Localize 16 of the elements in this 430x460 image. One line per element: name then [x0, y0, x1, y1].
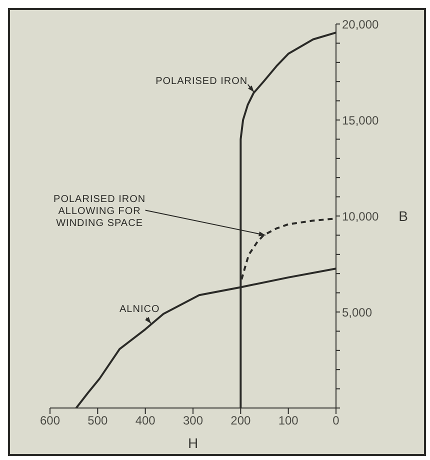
x-tick-label: 300: [182, 414, 204, 428]
y-tick-label: 20,000: [342, 17, 380, 32]
x-tick-label: 0: [332, 414, 340, 428]
x-axis-title: H: [188, 435, 198, 451]
x-tick-label: 400: [135, 414, 156, 428]
y-tick-label: 5,000: [342, 305, 372, 320]
series-label: POLARISED IRON: [154, 76, 249, 88]
x-tick-label: 200: [230, 414, 251, 428]
series-label: ALNICO: [118, 304, 161, 316]
text: POLARISED IRON ALLOWING FOR WINDING SPACE: [52, 194, 147, 230]
y-tick-label: 10,000: [342, 209, 380, 224]
x-tick-label: 600: [40, 414, 60, 428]
x-tick-label: 100: [278, 414, 299, 428]
y-tick-label: 15,000: [342, 113, 380, 128]
x-tick-label: 500: [88, 414, 108, 428]
y-axis-title: B: [398, 208, 408, 224]
